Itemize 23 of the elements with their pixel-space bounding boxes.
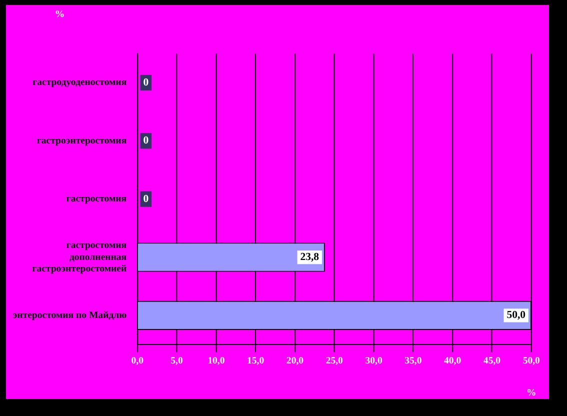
x-tick-label: 35,0 [404, 356, 422, 367]
data-label: 0 [143, 134, 149, 147]
x-tick-label: 50,0 [522, 356, 540, 367]
data-label: 23,8 [300, 251, 320, 264]
x-tick-label: 0,0 [131, 356, 144, 367]
x-tick-label: 20,0 [286, 356, 304, 367]
data-label: 0 [143, 76, 149, 88]
x-tick-label: 10,0 [208, 356, 225, 367]
x-tick-label: 5,0 [170, 356, 184, 367]
x-tick-label: 45,0 [483, 356, 501, 367]
x-tick-label: 25,0 [326, 356, 344, 367]
y-tick-label: гастростомия [66, 194, 128, 205]
y-tick-label: энтеростомия по Майдлю [12, 310, 128, 321]
x-axis-title: % [526, 388, 536, 399]
y-tick-label: гастроэнтеростомия [36, 135, 128, 146]
data-label: 50,0 [506, 309, 526, 322]
x-tick-label: 15,0 [247, 356, 264, 367]
x-tick-label: 30,0 [365, 356, 382, 367]
data-label: 0 [143, 192, 149, 205]
y-axis-title: % [54, 9, 65, 20]
y-tick-label: гастростомия дополненная гастроэнтеростомией [32, 240, 128, 274]
y-tick-label: гастродуоденостомия [32, 77, 128, 88]
x-tick-label: 40,0 [444, 356, 462, 367]
